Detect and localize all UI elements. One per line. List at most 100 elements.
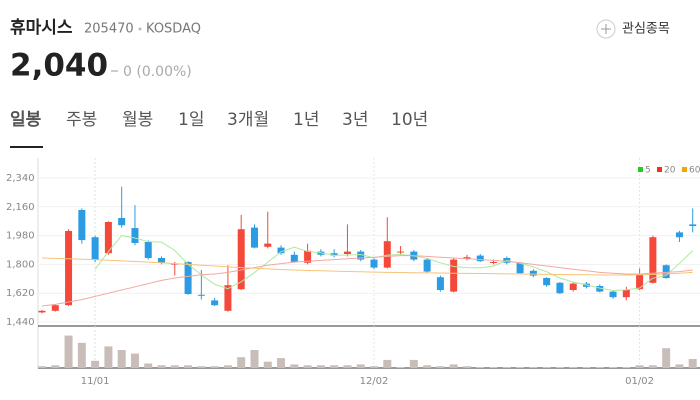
volume-bar <box>688 359 697 368</box>
y-tick-label: 2,340 <box>6 173 35 184</box>
volume-bar <box>157 365 166 368</box>
volume-bar <box>462 366 471 368</box>
candle-body <box>290 254 298 262</box>
candle-body <box>543 278 551 286</box>
candle-body <box>184 262 192 294</box>
legend-label: 60 <box>689 166 700 176</box>
volume-bar <box>529 367 538 368</box>
volume-bar <box>184 365 193 368</box>
candle-body <box>423 259 431 272</box>
volume-bar <box>277 358 286 368</box>
period-tab[interactable]: 일봉 <box>10 110 42 130</box>
period-tab[interactable]: 주봉 <box>66 110 97 130</box>
watch-label[interactable]: 관심종목 <box>622 22 670 37</box>
x-tick-label: 12/02 <box>360 376 389 387</box>
volume-bar <box>316 365 325 368</box>
volume-bar <box>130 353 139 368</box>
candle-body <box>131 228 139 243</box>
y-tick-label: 1,620 <box>6 288 35 299</box>
candle-body <box>675 232 683 238</box>
candle-body <box>277 247 285 254</box>
legend-swatch <box>638 167 643 172</box>
volume-bar <box>662 348 671 368</box>
stock-name: 휴마시스 <box>10 17 73 38</box>
plus-icon <box>596 19 616 39</box>
volume-bar <box>635 365 644 368</box>
y-tick-label: 1,800 <box>6 259 35 270</box>
period-tab[interactable]: 1년 <box>293 110 319 130</box>
period-tab[interactable]: 3년 <box>342 110 368 130</box>
candle-body <box>516 262 524 274</box>
volume-bar <box>555 367 564 368</box>
volume-bar <box>516 367 525 368</box>
moving-average-line <box>41 257 693 276</box>
volume-bar <box>210 366 219 368</box>
volume-bar <box>569 367 578 368</box>
candle-body <box>689 224 697 226</box>
separator-dot <box>138 27 142 31</box>
volume-bar <box>343 365 352 368</box>
volume-bar <box>77 342 86 368</box>
volume-bar <box>648 365 657 368</box>
volume-bar <box>250 350 259 368</box>
volume-bar <box>476 367 485 368</box>
candle-body <box>529 270 537 276</box>
legend-swatch <box>682 167 687 172</box>
candle-body <box>104 222 112 254</box>
x-tick-label: 11/01 <box>81 376 110 387</box>
candle-body <box>264 243 272 247</box>
plus-sign <box>601 24 611 34</box>
market: KOSDAQ <box>146 22 201 37</box>
volume-bar <box>409 359 418 368</box>
volume-bar <box>91 360 100 368</box>
x-tick-label: 01/02 <box>625 376 654 387</box>
period-tab[interactable]: 10년 <box>391 110 428 130</box>
candle-body <box>357 251 365 260</box>
watch-button[interactable]: 관심종목 <box>596 19 670 39</box>
candle-body <box>197 294 205 296</box>
volume-bar <box>144 363 153 368</box>
volume-bar <box>423 365 432 368</box>
period-tab[interactable]: 3개월 <box>227 110 269 130</box>
volume-bar <box>542 367 551 368</box>
y-tick-label: 1,440 <box>6 317 35 328</box>
y-tick-label: 1,980 <box>6 231 35 242</box>
candle-body <box>91 237 99 261</box>
volume-bar <box>290 364 299 368</box>
candle-body <box>450 259 458 292</box>
candle-body <box>476 255 484 262</box>
candle-body <box>144 242 152 258</box>
candle-body <box>78 210 86 241</box>
candle-body <box>383 241 391 268</box>
volume-bar <box>502 367 511 368</box>
candle-body <box>490 262 498 263</box>
candle-body <box>237 229 245 290</box>
volume-bar <box>263 361 272 368</box>
candle-body <box>158 258 166 263</box>
candle-body <box>51 305 59 311</box>
period-tab[interactable]: 월봉 <box>122 110 153 130</box>
volume-bar <box>38 366 46 368</box>
volume-bar <box>237 357 246 368</box>
volume-bar <box>436 366 445 368</box>
volume-bar <box>104 346 113 368</box>
candle-body <box>636 274 644 290</box>
volume-bar <box>64 335 73 368</box>
volume-bar <box>303 365 312 368</box>
candle-body <box>118 218 126 226</box>
y-tick-label: 2,160 <box>6 202 35 213</box>
candle-body <box>556 282 564 294</box>
period-tab[interactable]: 1일 <box>178 110 204 130</box>
volume-bar <box>675 364 684 368</box>
volume-bar <box>197 366 206 368</box>
volume-bar <box>51 365 60 368</box>
volume-bar <box>582 367 591 368</box>
legend-swatch <box>657 167 662 172</box>
candle-body <box>304 250 312 263</box>
price: 2,040 <box>10 48 108 84</box>
volume-bar <box>170 365 179 368</box>
candle-body <box>463 257 471 259</box>
volume-bar <box>370 366 378 368</box>
